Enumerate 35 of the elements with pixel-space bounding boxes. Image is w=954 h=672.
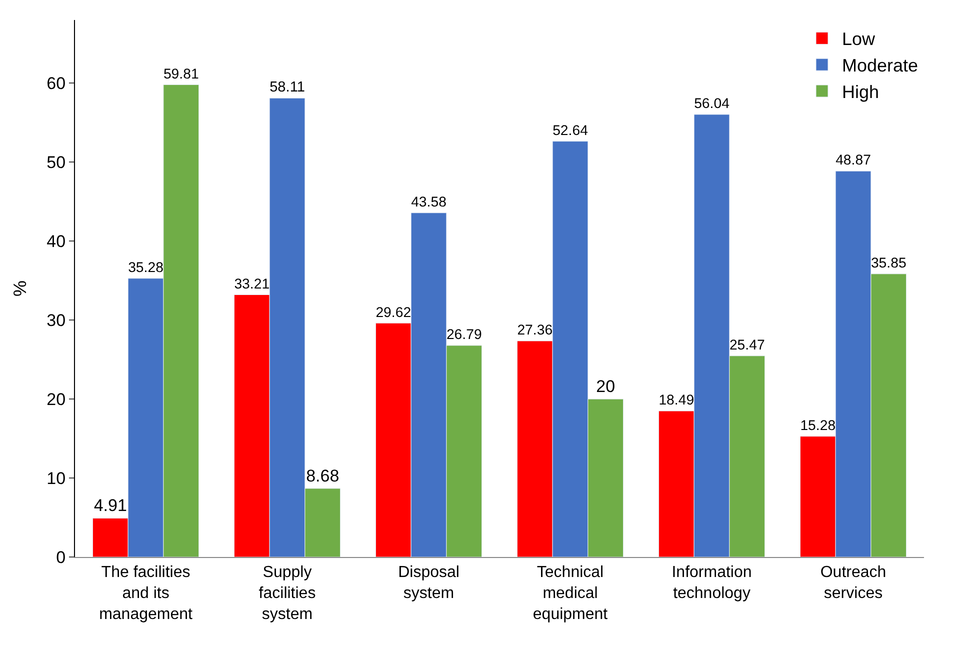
data-label: 56.04 (694, 95, 730, 112)
data-label: 27.36 (517, 322, 553, 338)
data-label: 15.28 (800, 417, 836, 434)
data-label: 25.47 (729, 336, 765, 353)
legend-label: Low (842, 29, 876, 50)
y-tick-label: 0 (56, 548, 66, 567)
data-label: 29.62 (376, 304, 412, 320)
data-label: 35.28 (128, 259, 164, 276)
y-tick-label: 40 (46, 232, 66, 252)
data-label: 58.11 (270, 80, 305, 96)
data-label: 43.58 (411, 194, 447, 210)
data-label: 59.81 (163, 65, 199, 82)
legend-label: High (842, 82, 880, 102)
data-label: 18.49 (658, 392, 694, 408)
x-tick-label: Supply facilities system (258, 564, 316, 623)
y-tick-label: 30 (46, 311, 66, 330)
y-tick-label: 50 (46, 153, 66, 172)
data-label: 26.79 (446, 326, 482, 342)
data-label: 4.91 (94, 496, 127, 516)
y-tick-label: 10 (46, 468, 66, 488)
x-tick-label: Disposal system (398, 564, 460, 602)
data-label: 20 (596, 377, 616, 396)
data-label: 35.85 (870, 254, 906, 271)
y-tick-label: 20 (46, 390, 66, 410)
data-label: 8.68 (306, 466, 340, 486)
y-tick-label: 60 (46, 74, 66, 94)
y-axis-title: % (10, 280, 30, 297)
data-label: 33.21 (234, 275, 270, 292)
x-tick-label: Information technology (672, 564, 752, 602)
legend-label: Moderate (842, 56, 918, 76)
x-tick-label: The facilities and its management (99, 564, 193, 623)
data-label: 52.64 (552, 122, 588, 138)
x-tick-label: Technical medical equipment (532, 564, 608, 623)
x-tick-label: Outreach services (820, 564, 886, 602)
data-label: 48.87 (836, 152, 872, 168)
